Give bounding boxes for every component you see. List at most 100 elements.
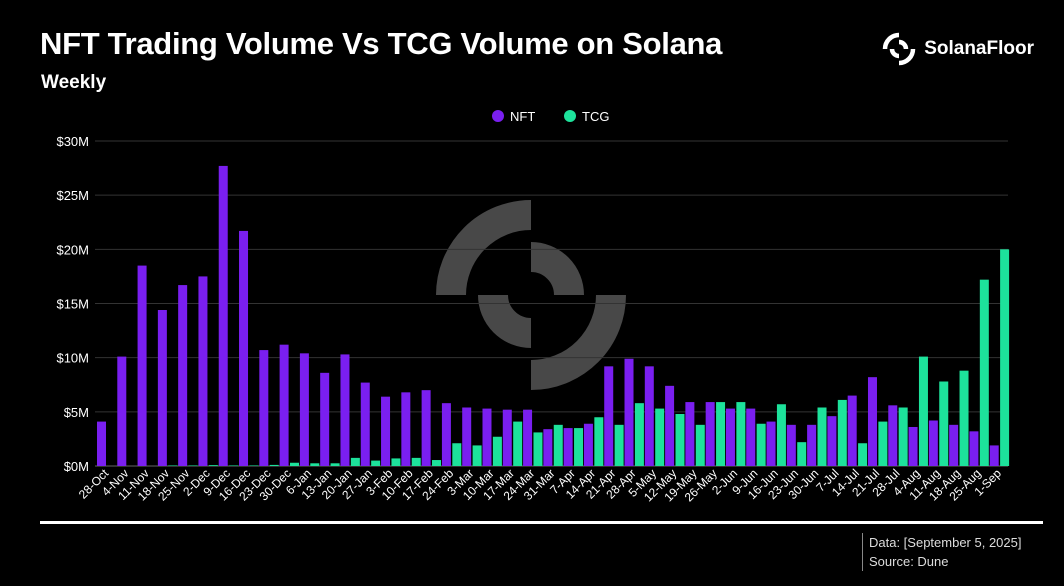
bar-nft [827, 416, 837, 466]
y-tick-label: $15M [56, 297, 89, 312]
bar-tcg [513, 421, 523, 466]
bar-tcg [391, 458, 401, 466]
legend-label-tcg: TCG [582, 109, 609, 124]
bar-tcg [492, 436, 502, 466]
bar-nft [624, 358, 634, 466]
bar-tcg [330, 463, 340, 466]
bar-tcg [817, 407, 827, 466]
bar-tcg [898, 407, 908, 466]
bar-nft [482, 408, 492, 466]
bar-tcg [310, 463, 320, 466]
bar-nft [888, 405, 898, 466]
bar-nft [137, 265, 147, 466]
chart-title: NFT Trading Volume Vs TCG Volume on Sola… [40, 26, 723, 61]
bar-tcg [208, 465, 218, 466]
bar-nft [117, 356, 127, 466]
bar-nft [867, 377, 877, 466]
footer-notes: Data: [September 5, 2025] Source: Dune [862, 533, 1021, 571]
watermark-logo-icon [436, 200, 626, 390]
bar-tcg [878, 421, 888, 466]
y-tick-label: $25M [56, 188, 89, 203]
legend-marker-tcg [564, 110, 576, 122]
legend-marker-nft [492, 110, 504, 122]
data-date-note: Data: [September 5, 2025] [869, 535, 1022, 550]
bar-tcg [188, 465, 198, 466]
bar-tcg [249, 465, 259, 466]
bar-nft [989, 445, 999, 466]
y-tick-label: $20M [56, 242, 89, 257]
bar-nft [340, 354, 350, 466]
bar-tcg [655, 408, 665, 466]
bar-tcg [675, 414, 685, 466]
bar-nft [685, 402, 695, 466]
bar-tcg [594, 417, 604, 466]
bar-nft [97, 421, 106, 466]
bar-tcg [797, 442, 807, 466]
bar-tcg [756, 423, 766, 466]
bar-nft [969, 431, 979, 466]
bar-nft [401, 392, 411, 466]
bar-tcg [776, 404, 786, 466]
bar-nft [441, 403, 451, 466]
bar-nft [462, 407, 472, 466]
bar-nft [583, 423, 593, 466]
footer-divider [40, 521, 1043, 524]
bar-nft [746, 408, 756, 466]
bar-nft [198, 276, 208, 466]
bar-nft [381, 396, 391, 466]
bar-tcg [350, 457, 360, 466]
bar-tcg [553, 424, 563, 466]
bar-tcg [452, 443, 462, 466]
bar-nft [502, 409, 512, 466]
bar-nft [644, 366, 654, 466]
bar-nft [320, 372, 330, 466]
bar-tcg [614, 424, 624, 466]
bar-tcg [939, 381, 949, 466]
bar-nft [157, 310, 167, 466]
bar-nft [563, 428, 573, 466]
bar-nft [928, 420, 938, 466]
brand-logo: SolanaFloor [882, 32, 1034, 66]
bar-nft [360, 382, 370, 466]
y-tick-label: $0M [64, 459, 89, 474]
bar-tcg [634, 403, 644, 466]
bar-tcg [837, 399, 847, 466]
bar-nft [766, 421, 776, 466]
bar-tcg [472, 445, 482, 466]
bar-tcg [229, 465, 239, 466]
bar-tcg [533, 432, 543, 466]
bar-tcg [168, 465, 178, 466]
bar-tcg [695, 424, 705, 466]
bar-tcg [432, 460, 442, 466]
bar-tcg [716, 402, 726, 466]
bar-nft [786, 424, 796, 466]
bar-nft [807, 424, 817, 466]
bar-tcg [574, 428, 584, 466]
bar-tcg [959, 370, 969, 466]
bar-tcg [858, 443, 868, 466]
y-tick-label: $30M [56, 134, 89, 149]
bar-nft [178, 285, 188, 466]
bar-nft [604, 366, 614, 466]
bar-tcg [290, 462, 299, 466]
bar-tcg [1000, 249, 1010, 466]
bar-nft [665, 385, 675, 466]
y-tick-label: $5M [64, 405, 89, 420]
y-tick-label: $10M [56, 351, 89, 366]
bar-nft [847, 395, 857, 466]
source-note: Source: Dune [869, 554, 949, 569]
bar-nft [908, 427, 918, 466]
bar-tcg [371, 460, 381, 466]
bar-nft [705, 402, 715, 466]
bar-nft [543, 429, 553, 466]
bar-nft [523, 409, 533, 466]
bar-nft [949, 424, 959, 466]
bar-tcg [736, 402, 746, 466]
bar-nft [421, 390, 431, 466]
bar-nft [239, 230, 249, 466]
bar-nft [725, 408, 735, 466]
bar-tcg [269, 464, 279, 466]
bar-nft [218, 165, 228, 466]
chart-subtitle: Weekly [41, 72, 107, 93]
